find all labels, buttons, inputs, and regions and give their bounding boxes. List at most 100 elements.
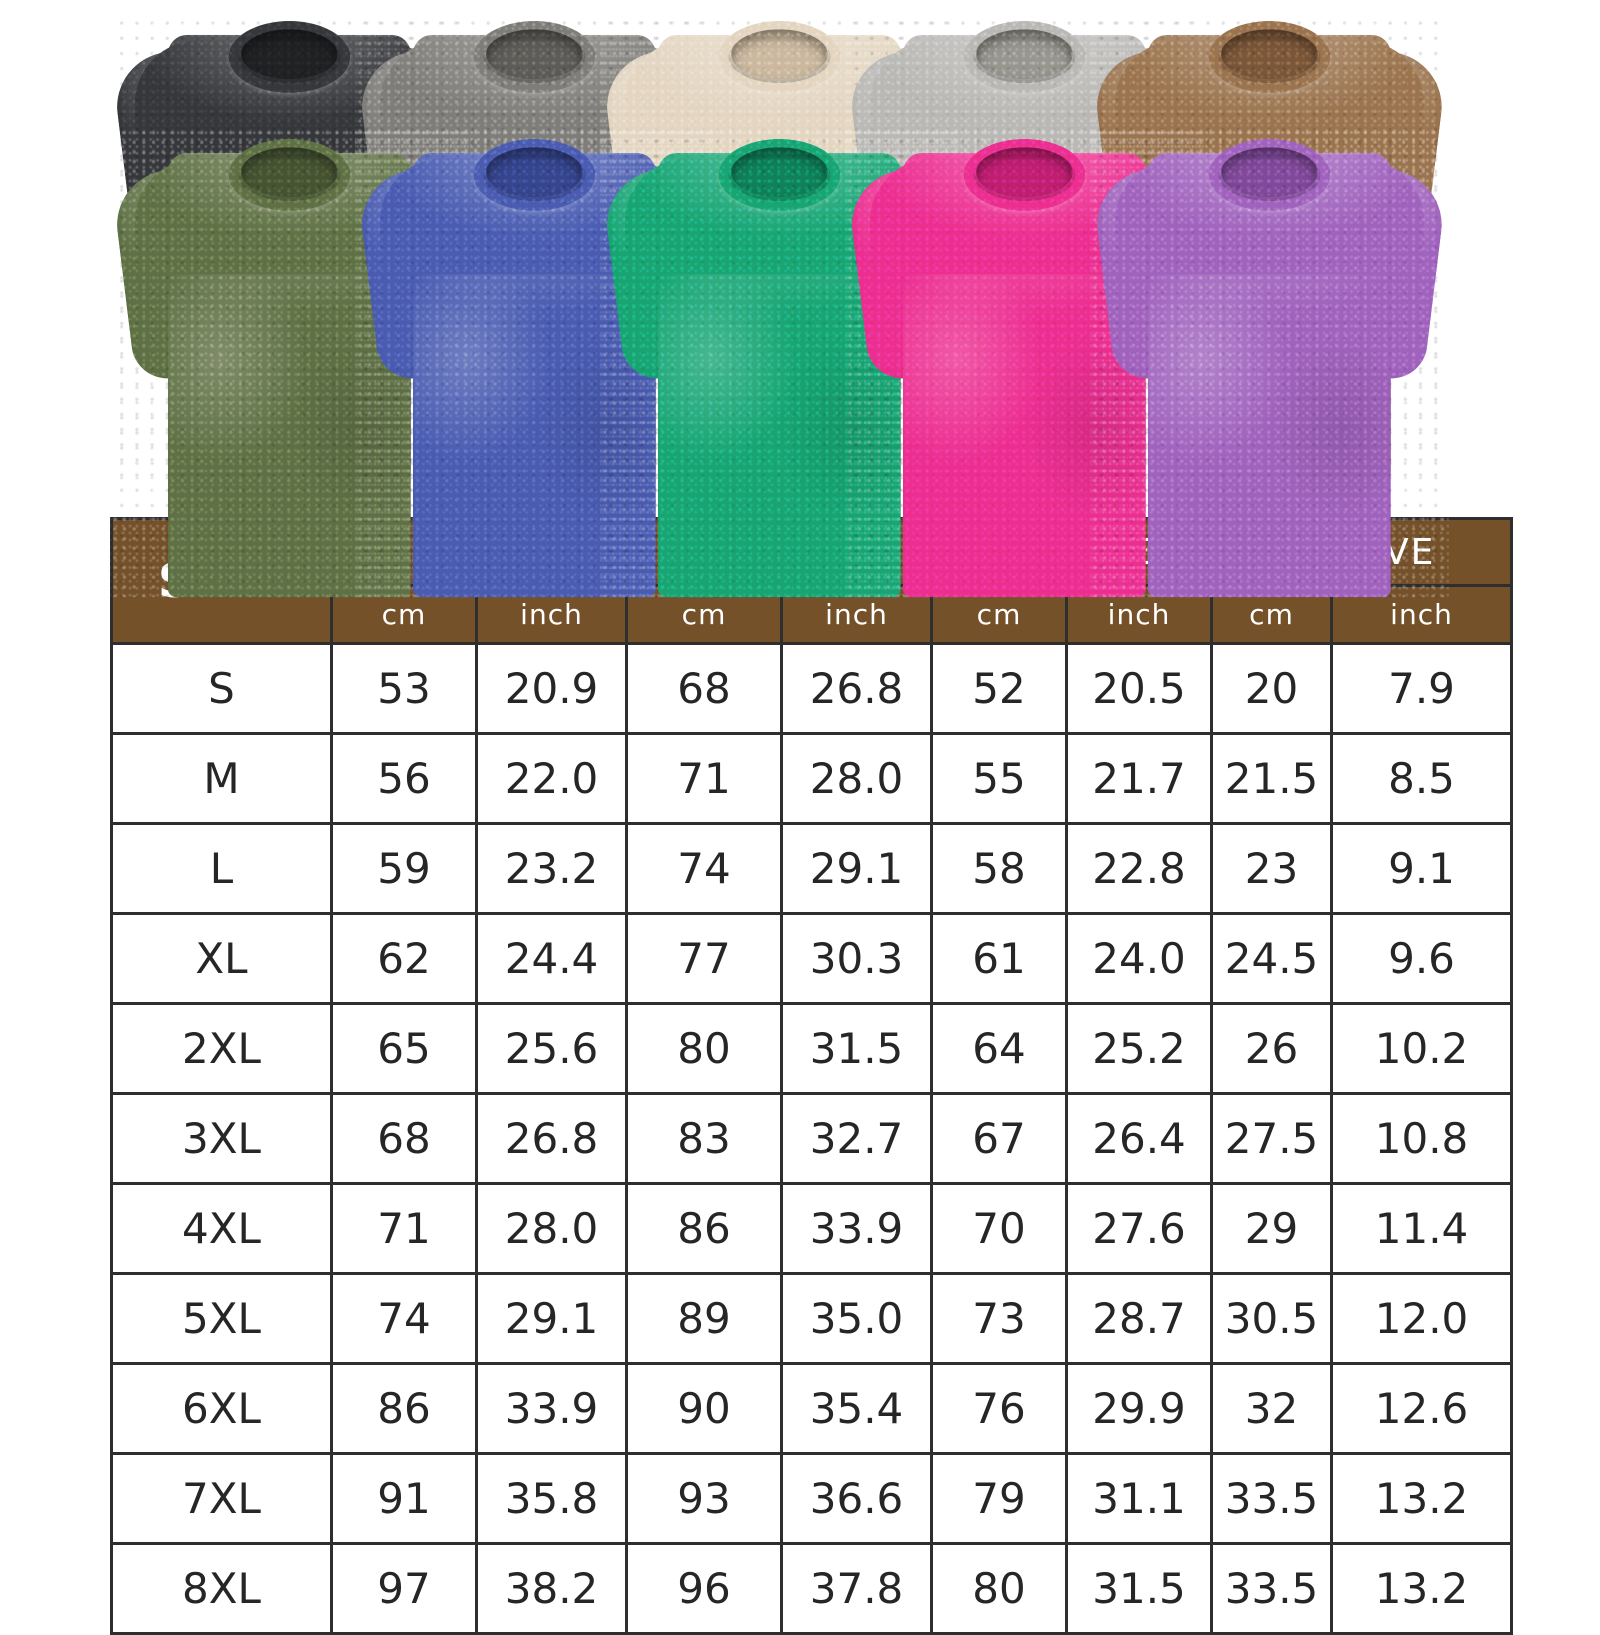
cell-size: L — [110, 822, 333, 915]
table-row: 8XL 97 38.2 96 37.8 80 31.5 33.5 13.2 — [110, 1542, 1514, 1635]
cell-sleeve-in: 13.2 — [1330, 1542, 1514, 1635]
size-chart: SIZE CHEST LENGTH SHOULDER SLEEVE cm inc… — [110, 517, 1514, 1635]
cell-size: 5XL — [110, 1272, 333, 1365]
cell-sleeve-in: 9.1 — [1330, 822, 1514, 915]
neck-opening — [486, 147, 583, 197]
table-row: M 56 22.0 71 28.0 55 21.7 21.5 8.5 — [110, 732, 1514, 825]
cell-sleeve-cm: 33.5 — [1210, 1542, 1334, 1635]
cell-length-cm: 80 — [625, 1002, 784, 1095]
cell-size: S — [110, 642, 333, 735]
cell-shoulder-cm: 79 — [930, 1452, 1069, 1545]
table-row: 2XL 65 25.6 80 31.5 64 25.2 26 10.2 — [110, 1002, 1514, 1095]
neck-opening — [976, 29, 1073, 79]
cell-length-in: 31.5 — [780, 1002, 934, 1095]
neck-opening — [1221, 147, 1318, 197]
cell-sleeve-in: 12.0 — [1330, 1272, 1514, 1365]
cell-shoulder-cm: 64 — [930, 1002, 1069, 1095]
cell-chest-in: 33.9 — [474, 1362, 629, 1455]
cell-size: M — [110, 732, 333, 825]
cell-chest-in: 35.8 — [474, 1452, 629, 1545]
cell-chest-in: 23.2 — [474, 822, 629, 915]
table-row: 5XL 74 29.1 89 35.0 73 28.7 30.5 12.0 — [110, 1272, 1514, 1365]
neck-opening — [241, 147, 338, 197]
cell-size: 6XL — [110, 1362, 333, 1455]
cell-sleeve-cm: 21.5 — [1210, 732, 1334, 825]
cell-shoulder-cm: 73 — [930, 1272, 1069, 1365]
cell-length-in: 33.9 — [780, 1182, 934, 1275]
cell-length-in: 35.0 — [780, 1272, 934, 1365]
cell-length-cm: 83 — [625, 1092, 784, 1185]
unit-header-sleeve-inch: inch — [1330, 584, 1514, 645]
table-row: 4XL 71 28.0 86 33.9 70 27.6 29 11.4 — [110, 1182, 1514, 1275]
size-chart-table: SIZE CHEST LENGTH SHOULDER SLEEVE cm inc… — [110, 517, 1514, 1635]
cell-length-cm: 90 — [625, 1362, 784, 1455]
cell-shoulder-cm: 58 — [930, 822, 1069, 915]
cell-chest-cm: 97 — [330, 1542, 478, 1635]
cell-length-in: 37.8 — [780, 1542, 934, 1635]
neck-opening — [486, 29, 583, 79]
table-row: 6XL 86 33.9 90 35.4 76 29.9 32 12.6 — [110, 1362, 1514, 1455]
cell-chest-cm: 68 — [330, 1092, 478, 1185]
cell-shoulder-cm: 55 — [930, 732, 1069, 825]
table-row: 3XL 68 26.8 83 32.7 67 26.4 27.5 10.8 — [110, 1092, 1514, 1185]
cell-shoulder-cm: 67 — [930, 1092, 1069, 1185]
cell-shoulder-in: 27.6 — [1065, 1182, 1214, 1275]
cell-shoulder-cm: 76 — [930, 1362, 1069, 1455]
cell-chest-in: 26.8 — [474, 1092, 629, 1185]
neck-opening — [731, 29, 828, 79]
cell-shoulder-in: 24.0 — [1065, 912, 1214, 1005]
cell-length-cm: 68 — [625, 642, 784, 735]
cell-sleeve-in: 12.6 — [1330, 1362, 1514, 1455]
cell-chest-cm: 56 — [330, 732, 478, 825]
cell-chest-cm: 65 — [330, 1002, 478, 1095]
cell-chest-cm: 62 — [330, 912, 478, 1005]
cell-chest-in: 29.1 — [474, 1272, 629, 1365]
cell-length-cm: 96 — [625, 1542, 784, 1635]
cell-length-cm: 86 — [625, 1182, 784, 1275]
cell-size: 3XL — [110, 1092, 333, 1185]
neck-opening — [976, 147, 1073, 197]
neck-opening — [1221, 29, 1318, 79]
cell-length-cm: 77 — [625, 912, 784, 1005]
cell-length-in: 26.8 — [780, 642, 934, 735]
product-gallery — [0, 0, 1600, 598]
cell-shoulder-cm: 61 — [930, 912, 1069, 1005]
collar-ribbing — [963, 21, 1086, 93]
cell-shoulder-in: 26.4 — [1065, 1092, 1214, 1185]
cell-length-cm: 93 — [625, 1452, 784, 1545]
cell-chest-cm: 53 — [330, 642, 478, 735]
table-row: S 53 20.9 68 26.8 52 20.5 20 7.9 — [110, 642, 1514, 735]
cell-size: 4XL — [110, 1182, 333, 1275]
cell-sleeve-cm: 29 — [1210, 1182, 1334, 1275]
cell-sleeve-in: 8.5 — [1330, 732, 1514, 825]
neck-opening — [731, 147, 828, 197]
cell-sleeve-in: 11.4 — [1330, 1182, 1514, 1275]
cell-chest-in: 22.0 — [474, 732, 629, 825]
table-row: 7XL 91 35.8 93 36.6 79 31.1 33.5 13.2 — [110, 1452, 1514, 1545]
cell-sleeve-cm: 30.5 — [1210, 1272, 1334, 1365]
cell-chest-in: 38.2 — [474, 1542, 629, 1635]
cell-size: XL — [110, 912, 333, 1005]
header-row-units: cm inch cm inch cm inch cm inch — [112, 584, 1514, 645]
cell-sleeve-cm: 24.5 — [1210, 912, 1334, 1005]
cell-shoulder-cm: 52 — [930, 642, 1069, 735]
cell-shoulder-cm: 70 — [930, 1182, 1069, 1275]
cell-chest-in: 20.9 — [474, 642, 629, 735]
cell-size: 7XL — [110, 1452, 333, 1545]
cell-length-in: 30.3 — [780, 912, 934, 1005]
neck-opening — [241, 29, 338, 79]
cell-size: 8XL — [110, 1542, 333, 1635]
table-row: L 59 23.2 74 29.1 58 22.8 23 9.1 — [110, 822, 1514, 915]
cell-shoulder-in: 29.9 — [1065, 1362, 1214, 1455]
cell-shoulder-in: 31.5 — [1065, 1542, 1214, 1635]
cell-sleeve-cm: 23 — [1210, 822, 1334, 915]
cell-length-cm: 71 — [625, 732, 784, 825]
cell-length-in: 32.7 — [780, 1092, 934, 1185]
cell-chest-in: 28.0 — [474, 1182, 629, 1275]
cell-length-cm: 74 — [625, 822, 784, 915]
cell-chest-in: 25.6 — [474, 1002, 629, 1095]
cell-sleeve-in: 13.2 — [1330, 1452, 1514, 1545]
shoulder-yoke — [1114, 40, 1424, 157]
cell-shoulder-in: 25.2 — [1065, 1002, 1214, 1095]
cell-size: 2XL — [110, 1002, 333, 1095]
